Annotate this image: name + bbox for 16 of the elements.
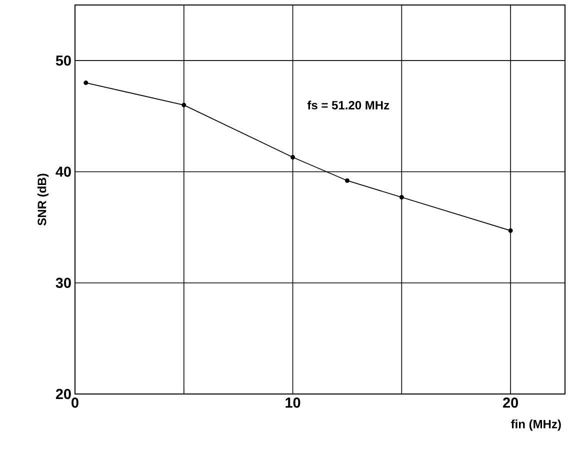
annotation: fs = 51.20 MHz xyxy=(307,100,390,110)
point xyxy=(399,195,404,200)
point xyxy=(290,155,296,160)
point xyxy=(508,228,513,233)
point xyxy=(84,80,88,86)
point xyxy=(344,178,350,183)
point xyxy=(182,102,186,108)
y-tick-label: 40 xyxy=(56,166,71,177)
x-tick-label: 0 xyxy=(72,398,78,408)
y-tick-label: 20 xyxy=(56,388,71,400)
x-tick-label: 20 xyxy=(503,398,518,408)
x-tick-label: 10 xyxy=(286,398,300,408)
y-tick-label: 30 xyxy=(56,278,71,288)
y-tick-label: 50 xyxy=(56,55,71,66)
y-axis-title: SNR (dB) xyxy=(37,174,49,226)
x-axis-title: fin (MHz) xyxy=(511,420,561,431)
